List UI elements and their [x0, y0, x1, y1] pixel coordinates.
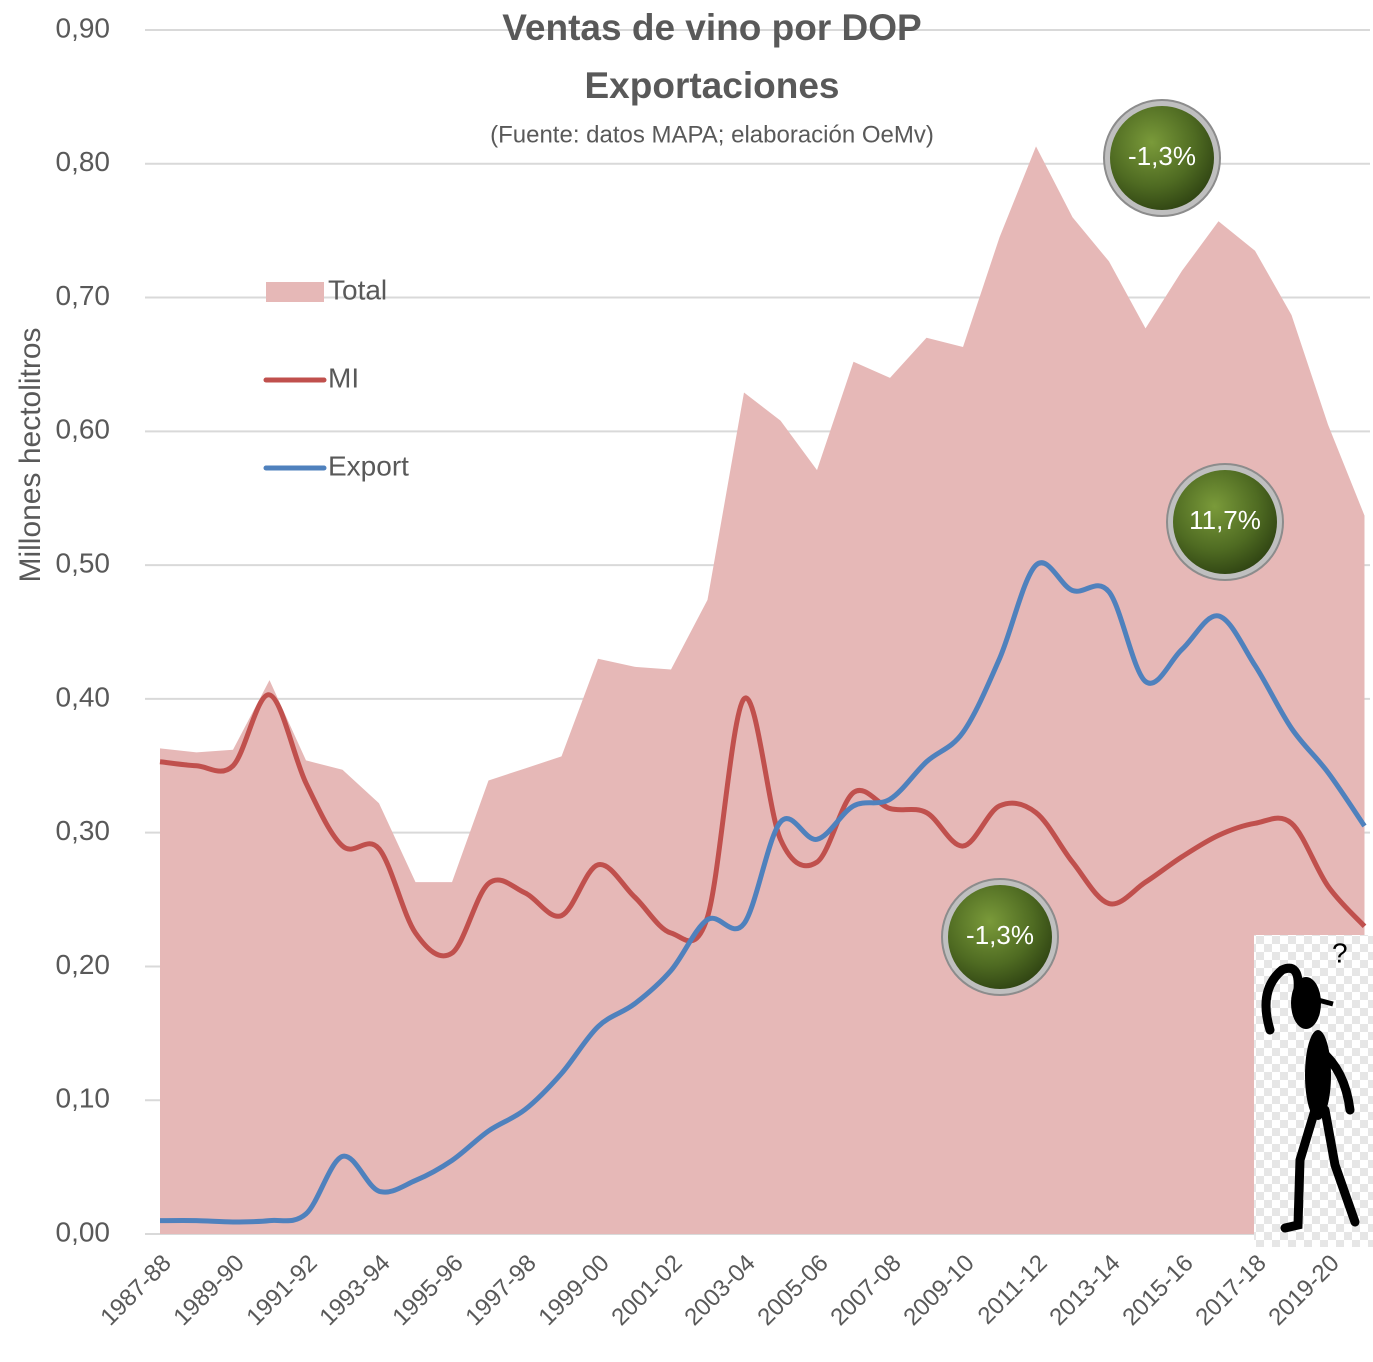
y-tick-label: 0,90 — [56, 12, 111, 43]
x-tick-label: 2009-10 — [898, 1250, 979, 1331]
y-tick-label: 0,60 — [56, 414, 111, 445]
chart-title: Ventas de vino por DOP — [502, 7, 921, 48]
x-tick-label: 1993-94 — [314, 1250, 395, 1331]
y-tick-label: 0,50 — [56, 548, 111, 579]
x-tick-label: 2011-12 — [973, 1250, 1053, 1330]
x-tick-label: 2005-06 — [752, 1250, 833, 1331]
x-tick-label: 2019-20 — [1263, 1250, 1344, 1331]
chart: ? Total MI Export Ventas de vino por DOP E… — [0, 0, 1373, 1362]
x-tick-label: 2017-18 — [1190, 1250, 1271, 1331]
x-tick-label: 1991-92 — [241, 1250, 322, 1331]
x-tick-label: 1987-88 — [95, 1250, 176, 1331]
legend-swatch — [266, 282, 324, 302]
legend-label: MI — [328, 362, 359, 393]
x-tick-label: 2013-14 — [1044, 1250, 1125, 1331]
x-tick-label: 1989-90 — [168, 1250, 249, 1331]
x-tick-label: 1999-00 — [533, 1250, 614, 1331]
y-tick-label: 0,20 — [56, 949, 111, 980]
y-tick-label: 0,00 — [56, 1216, 111, 1247]
chart-subtitle: Exportaciones — [585, 65, 840, 106]
x-tick-label: 1997-98 — [460, 1250, 541, 1331]
legend-label: Export — [328, 450, 409, 481]
svg-text:?: ? — [1332, 937, 1348, 968]
x-tick-label: 2007-08 — [825, 1250, 906, 1331]
source: (Fuente: datos MAPA; elaboración OeMv) — [490, 121, 934, 148]
figure: ? — [1254, 935, 1373, 1247]
y-tick-label: 0,70 — [56, 280, 111, 311]
annotation: 11,7% — [1189, 505, 1261, 535]
x-tick-label: 2003-04 — [679, 1250, 760, 1331]
y-tick-label: 0,10 — [56, 1083, 111, 1114]
y-tick-label: 0,40 — [56, 681, 111, 712]
y-tick-label: 0,80 — [56, 146, 111, 177]
x-tick-label: 1995-96 — [387, 1250, 468, 1331]
x-tick-label: 2015-16 — [1117, 1250, 1198, 1331]
legend-label: Total — [328, 274, 387, 305]
area — [160, 146, 1365, 1234]
annotation: -1,3% — [966, 920, 1034, 950]
y-tick-label: 0,30 — [56, 815, 111, 846]
x-tick-label: 2001-02 — [606, 1250, 687, 1331]
annotation: -1,3% — [1128, 141, 1196, 171]
y-axis-label: Millones hectolitros — [14, 327, 47, 582]
